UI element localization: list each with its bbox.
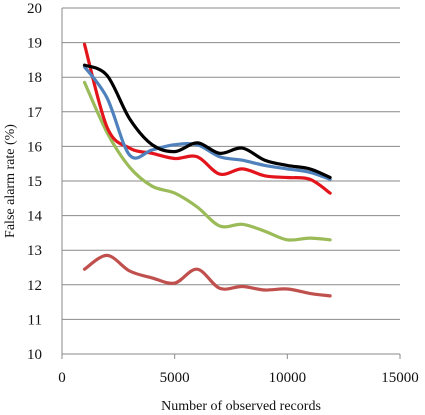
- tick-labels: 10 11 12 13 14 15 16 17 18 19 20 0 5000 10000 15000: [27, 1, 419, 386]
- y-tick-label: 17: [27, 105, 43, 121]
- y-tick-label: 12: [27, 278, 42, 294]
- y-tick-label: 15: [27, 174, 42, 190]
- x-tick-label: 15000: [381, 370, 419, 386]
- y-axis-title: False alarm rate (%): [3, 124, 18, 238]
- y-tick-label: 11: [28, 312, 42, 328]
- y-tick-label: 16: [27, 139, 43, 155]
- x-axis-title: Number of observed records: [161, 399, 321, 414]
- y-tick-label: 19: [27, 36, 42, 52]
- y-tick-label: 13: [27, 243, 42, 259]
- series-line: [82, 65, 332, 181]
- y-tick-label: 18: [27, 70, 42, 86]
- x-tick-label: 10000: [269, 370, 307, 386]
- y-tick-label: 20: [27, 1, 42, 17]
- gridlines: [62, 7, 400, 355]
- x-tick-label: 0: [58, 370, 66, 386]
- x-tick-label: 5000: [160, 370, 190, 386]
- series-line: [82, 63, 332, 180]
- series-line: [82, 80, 332, 242]
- y-tick-label: 10: [27, 347, 42, 363]
- series-lines: [82, 42, 332, 298]
- axes: [61, 8, 401, 359]
- series-line: [82, 253, 332, 298]
- y-tick-label: 14: [27, 209, 43, 225]
